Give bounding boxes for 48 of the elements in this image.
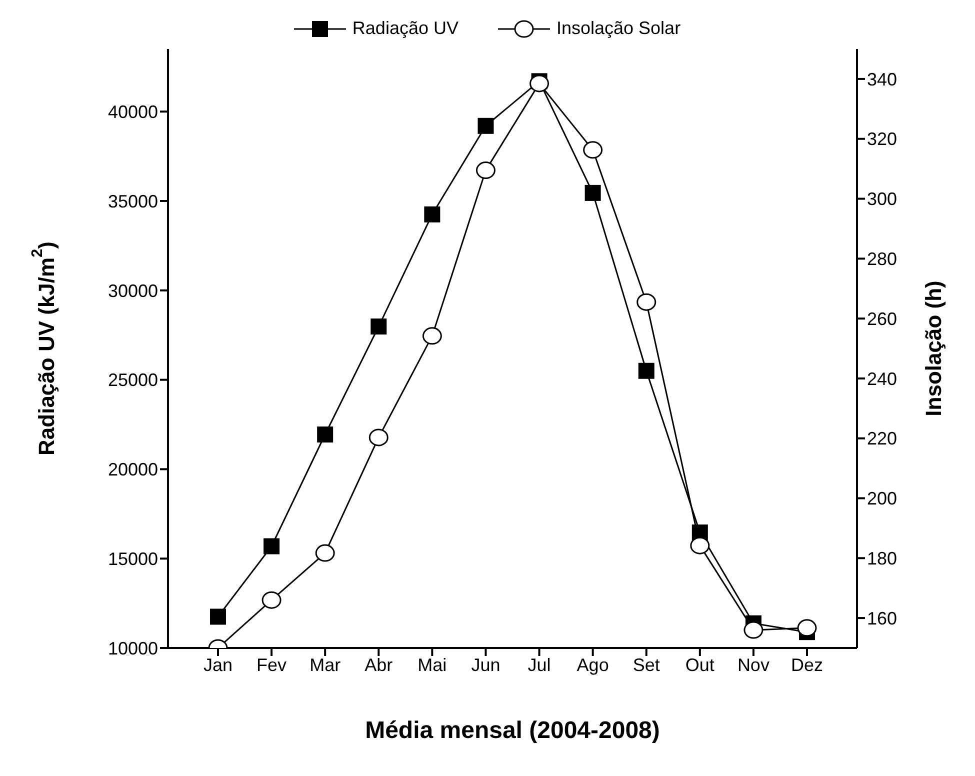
x-tick-label: Nov bbox=[737, 654, 770, 675]
y2-tick-label: 200 bbox=[867, 488, 898, 509]
legend-label: Insolação Solar bbox=[556, 18, 681, 39]
x-tick-label: Fev bbox=[256, 654, 287, 675]
point bbox=[262, 591, 282, 609]
y2-tick-label: 340 bbox=[867, 69, 898, 90]
x-tick-label: Jun bbox=[471, 654, 500, 675]
y2-tick-label: 160 bbox=[867, 608, 898, 628]
y2-tick-label: 220 bbox=[867, 428, 898, 449]
y2-tick-label: 260 bbox=[867, 308, 898, 329]
x-tick-label: Ago bbox=[576, 654, 609, 675]
y-tick-label: 20000 bbox=[108, 460, 158, 480]
x-tick-label: Mar bbox=[310, 654, 341, 675]
x-tick-label: Jul bbox=[528, 654, 551, 675]
x-tick-label: Jan bbox=[203, 654, 233, 675]
y-tick-label: 15000 bbox=[108, 548, 158, 569]
point bbox=[744, 621, 764, 639]
point bbox=[370, 318, 387, 335]
x-axis-title: Média mensal (2004-2008) bbox=[365, 717, 660, 744]
y2-tick-label: 180 bbox=[867, 548, 898, 569]
y2-tick-label: 280 bbox=[867, 249, 898, 270]
x-tick-label: Mai bbox=[418, 654, 447, 675]
point bbox=[424, 206, 440, 222]
legend-label: Radiação UV bbox=[352, 18, 458, 39]
y2-tick-label: 240 bbox=[867, 368, 898, 389]
x-tick-label: Set bbox=[632, 654, 660, 675]
point bbox=[584, 184, 601, 201]
y-tick-label: 40000 bbox=[108, 102, 158, 122]
x-tick-label: Out bbox=[685, 654, 714, 675]
point bbox=[315, 544, 335, 562]
point bbox=[422, 327, 442, 345]
point bbox=[210, 608, 226, 625]
y-tick-label: 30000 bbox=[108, 280, 158, 301]
x-tick-label: Abr bbox=[364, 654, 393, 675]
point bbox=[317, 426, 334, 443]
y2-axis-title: Insolação (h) bbox=[920, 280, 946, 416]
y-tick-label: 25000 bbox=[108, 370, 158, 390]
point bbox=[264, 538, 280, 554]
point bbox=[638, 362, 654, 379]
x-tick-label: Dez bbox=[790, 654, 824, 675]
point bbox=[476, 162, 496, 180]
y-tick-label: 35000 bbox=[108, 191, 158, 212]
point bbox=[530, 74, 550, 92]
y2-tick-label: 320 bbox=[867, 129, 898, 150]
point bbox=[478, 118, 494, 134]
y-tick-label: 10000 bbox=[108, 638, 158, 658]
y2-tick-label: 300 bbox=[867, 189, 898, 210]
point bbox=[797, 619, 817, 637]
